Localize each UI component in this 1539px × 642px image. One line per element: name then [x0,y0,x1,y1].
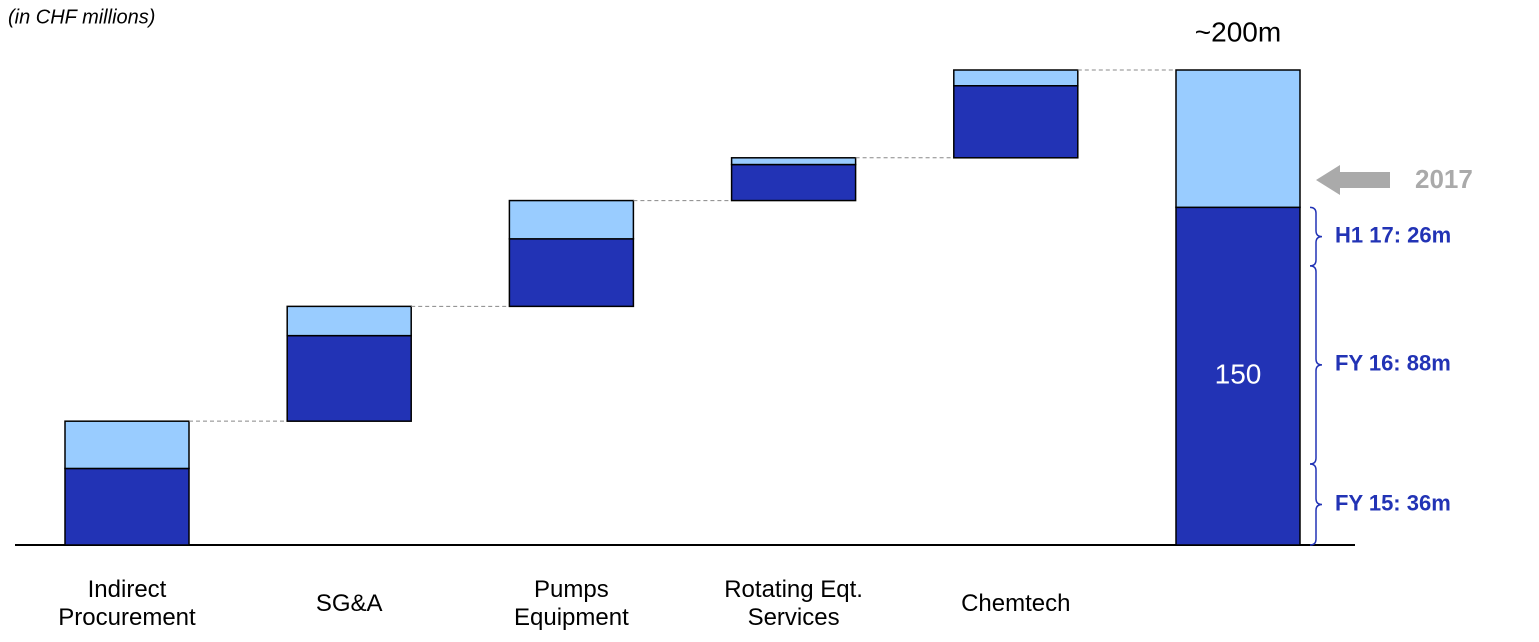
bar-segment [1175,206,1301,546]
bar-segment [64,420,190,470]
bracket [1309,265,1323,465]
x-tick-label: SG&A [315,590,383,617]
bracket [1309,206,1323,267]
x-tick-label: Rotating Eqt. Services [724,576,863,631]
bar-segment [286,305,412,337]
arrow [1316,165,1390,195]
bracket-label: FY 16: 88m [1335,351,1451,376]
bar-segment [953,85,1079,159]
bar-segment [953,69,1079,87]
data-label: 150 [1215,359,1262,390]
bracket-label: H1 17: 26m [1335,222,1451,247]
bar-segment [286,334,412,422]
bar-segment [508,199,635,240]
x-tick-label: Indirect Procurement [58,576,196,631]
x-tick-label: Pumps Equipment [514,576,629,631]
subtitle: (in CHF millions) [8,6,155,28]
x-tick-label: Chemtech [961,590,1071,617]
bar-segment [1175,69,1301,209]
total-label: ~200m [1195,16,1281,47]
bar-segment [508,238,635,308]
bar-segment [730,157,857,166]
arrow-label: 2017 [1415,164,1473,194]
bar-segment [64,467,190,546]
bracket [1309,463,1323,546]
bracket-label: FY 15: 36m [1335,490,1451,515]
bar-segment [730,163,857,202]
